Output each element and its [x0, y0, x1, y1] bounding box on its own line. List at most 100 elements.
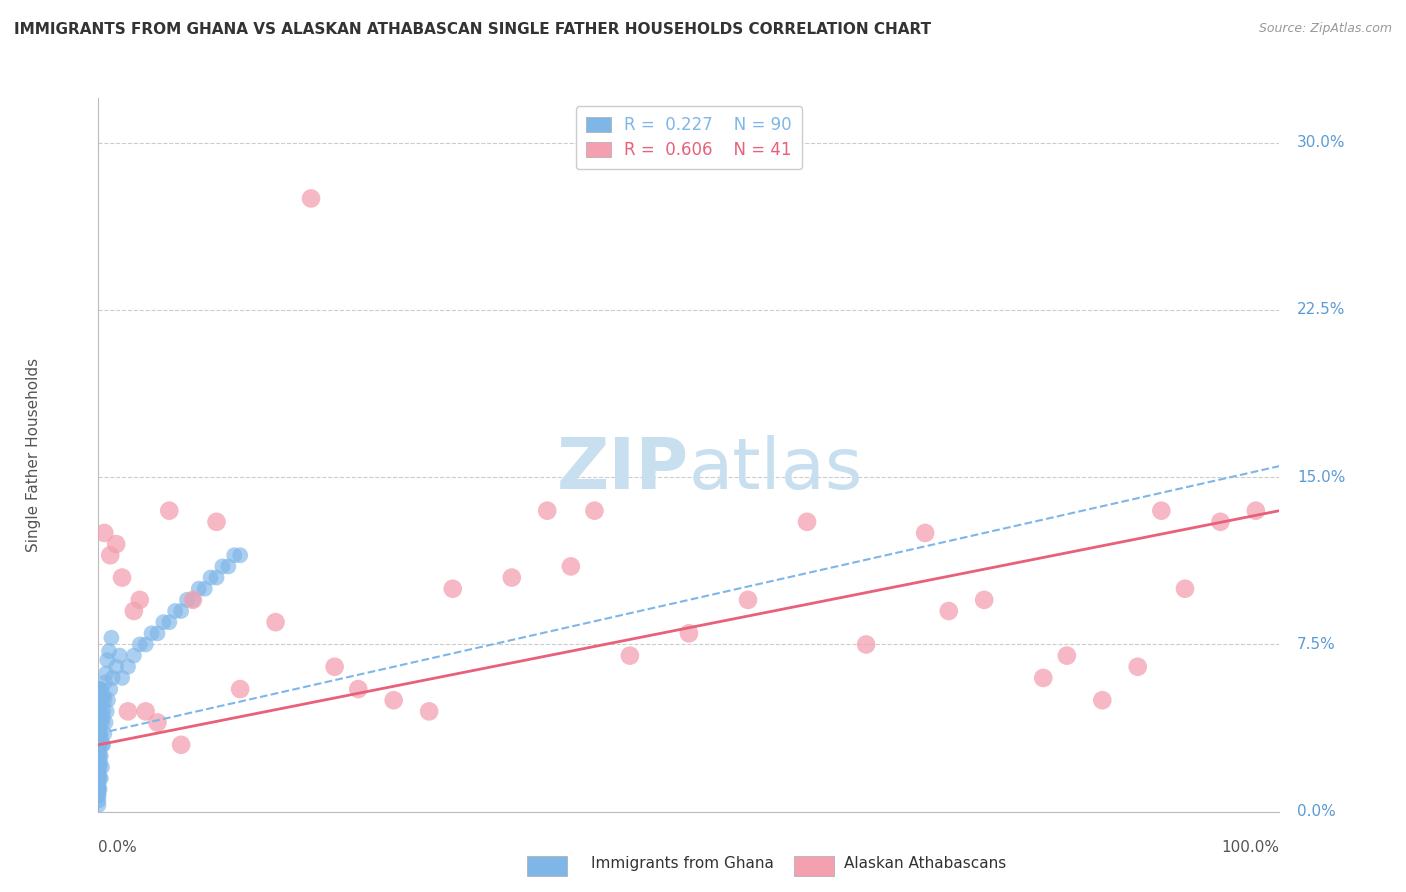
Point: [170, 738, 193, 752]
Point: [382, 693, 405, 707]
Point: [87, 742, 110, 756]
Point: [96, 653, 118, 667]
Point: [229, 548, 252, 563]
Point: [90, 705, 112, 719]
Point: [205, 571, 228, 585]
Point: [87, 760, 110, 774]
Text: 100.0%: 100.0%: [1222, 840, 1279, 855]
Point: [347, 681, 370, 696]
Text: 22.5%: 22.5%: [1298, 302, 1346, 318]
Point: [89, 693, 111, 707]
Point: [1244, 503, 1267, 517]
Point: [87, 747, 110, 761]
Point: [93, 726, 115, 740]
Point: [87, 733, 110, 747]
Point: [87, 681, 110, 696]
Point: [87, 757, 110, 772]
Point: [90, 733, 112, 747]
Point: [299, 192, 322, 206]
Point: [91, 711, 114, 725]
Point: [224, 548, 246, 563]
Point: [165, 604, 187, 618]
Point: [973, 592, 995, 607]
Point: [87, 797, 110, 812]
Point: [98, 548, 121, 563]
Point: [89, 681, 111, 696]
Point: [87, 705, 110, 719]
Point: [1056, 648, 1078, 663]
Point: [135, 705, 157, 719]
Point: [87, 769, 110, 783]
Point: [1209, 515, 1232, 529]
Point: [157, 503, 180, 517]
Point: [87, 789, 110, 803]
Point: [855, 637, 877, 651]
Point: [135, 637, 157, 651]
Point: [89, 771, 111, 786]
Point: [89, 749, 111, 764]
Point: [157, 615, 180, 630]
Text: Source: ZipAtlas.com: Source: ZipAtlas.com: [1258, 22, 1392, 36]
Text: atlas: atlas: [689, 434, 863, 504]
Point: [87, 724, 110, 739]
Point: [87, 715, 110, 730]
Point: [323, 660, 346, 674]
Point: [176, 592, 198, 607]
Text: Immigrants from Ghana: Immigrants from Ghana: [591, 856, 773, 871]
Point: [938, 604, 960, 618]
Point: [111, 571, 134, 585]
Point: [89, 705, 111, 719]
Point: [501, 571, 523, 585]
Point: [87, 787, 110, 801]
Point: [128, 592, 150, 607]
Point: [93, 693, 115, 707]
Text: Single Father Households: Single Father Households: [25, 358, 41, 552]
Point: [93, 526, 115, 541]
Point: [87, 794, 110, 808]
Point: [229, 681, 252, 696]
Point: [87, 735, 110, 749]
Point: [1032, 671, 1054, 685]
Point: [89, 760, 111, 774]
Point: [94, 715, 117, 730]
Point: [87, 702, 110, 716]
Point: [94, 666, 117, 681]
Point: [87, 778, 110, 792]
Point: [91, 738, 114, 752]
Point: [737, 592, 759, 607]
Point: [89, 715, 111, 730]
Point: [560, 559, 582, 574]
Point: [87, 714, 110, 728]
Point: [619, 648, 641, 663]
Point: [87, 749, 110, 764]
Point: [122, 648, 145, 663]
Point: [93, 689, 115, 703]
Point: [89, 726, 111, 740]
Point: [128, 637, 150, 651]
Point: [796, 515, 818, 529]
Point: [98, 644, 121, 658]
Point: [1091, 693, 1114, 707]
Point: [211, 559, 233, 574]
Point: [87, 726, 110, 740]
Point: [441, 582, 464, 596]
Point: [117, 705, 139, 719]
Point: [90, 681, 112, 696]
Point: [146, 715, 169, 730]
Text: 15.0%: 15.0%: [1298, 470, 1346, 484]
Point: [91, 705, 114, 719]
Text: Alaskan Athabascans: Alaskan Athabascans: [844, 856, 1005, 871]
Point: [146, 626, 169, 640]
Point: [97, 693, 120, 707]
Point: [91, 715, 114, 730]
Point: [194, 582, 217, 596]
Point: [90, 749, 112, 764]
Point: [89, 756, 111, 770]
Point: [91, 693, 114, 707]
Point: [111, 671, 134, 685]
Point: [536, 503, 558, 517]
Point: [87, 738, 110, 752]
Point: [87, 771, 110, 786]
Point: [181, 592, 204, 607]
Point: [90, 726, 112, 740]
